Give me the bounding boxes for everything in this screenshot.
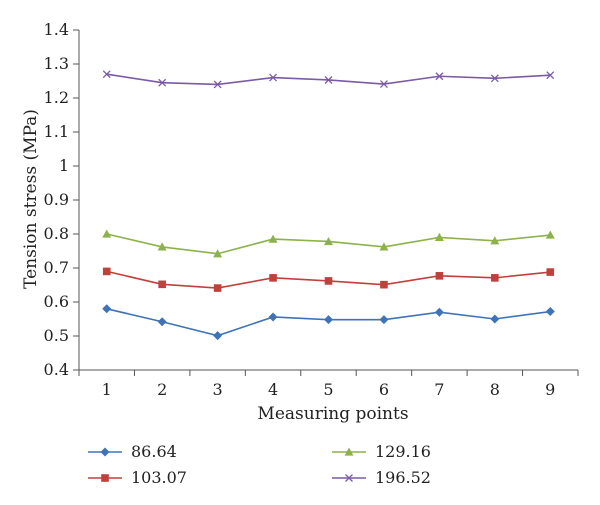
series-0 <box>102 304 555 341</box>
y-tick-label: 1.1 <box>44 122 69 141</box>
x-tick-label: 8 <box>490 380 500 399</box>
data-point <box>546 71 555 80</box>
data-point <box>268 234 278 243</box>
data-point <box>490 74 499 83</box>
y-tick-label: 1.3 <box>44 54 69 73</box>
y-tick-label: 0.5 <box>44 326 69 345</box>
data-point <box>379 80 388 89</box>
x-tick-label: 7 <box>434 380 444 399</box>
y-tick-label: 0.6 <box>44 292 69 311</box>
data-point <box>158 280 166 289</box>
series-3 <box>102 70 555 89</box>
data-point <box>490 236 500 245</box>
legend-marker <box>101 474 109 482</box>
legend-item: 129.16 <box>332 442 431 461</box>
x-tick-label: 2 <box>157 380 167 399</box>
data-point <box>213 249 223 258</box>
data-point <box>491 274 499 282</box>
data-point <box>102 267 111 276</box>
y-axis-ticks: 0.4 0.5 0.6 0.7 0.8 0.9 1 1.1 1.2 1.3 1.4 <box>44 20 79 379</box>
data-point <box>435 72 444 81</box>
x-tick-label: 9 <box>545 380 555 399</box>
data-point <box>269 274 277 282</box>
data-point <box>545 230 555 239</box>
series-layer <box>102 70 555 341</box>
y-tick-label: 1 <box>59 156 69 175</box>
data-point <box>268 312 278 322</box>
x-tick-label: 6 <box>379 380 389 399</box>
y-tick-label: 1.4 <box>44 20 69 39</box>
x-tick-label: 3 <box>213 380 223 399</box>
x-axis-title: Measuring points <box>257 404 408 424</box>
data-point <box>269 73 278 82</box>
legend-item: 196.52 <box>332 468 431 487</box>
data-point <box>545 307 555 317</box>
data-point <box>435 272 444 280</box>
y-axis-title: Tension stress (MPa) <box>21 109 41 289</box>
y-tick-label: 0.7 <box>44 258 69 277</box>
y-tick-label: 0.4 <box>44 360 69 379</box>
data-point <box>324 277 333 285</box>
series-1 <box>102 267 555 292</box>
legend: 86.64 103.07 129.16 196.52 <box>88 442 431 487</box>
legend-label: 129.16 <box>375 442 431 461</box>
data-point <box>324 315 333 325</box>
data-point <box>490 314 500 324</box>
legend-item: 86.64 <box>88 442 177 461</box>
data-point <box>379 242 389 251</box>
data-point <box>213 331 223 341</box>
legend-marker <box>100 447 110 457</box>
data-point <box>434 232 444 241</box>
data-point <box>213 284 222 292</box>
y-tick-label: 0.9 <box>44 190 69 209</box>
legend-label: 196.52 <box>375 468 431 487</box>
series-2 <box>102 229 555 258</box>
x-tick-label: 4 <box>268 380 278 399</box>
data-point <box>434 307 444 317</box>
legend-marker <box>344 447 354 456</box>
data-point <box>379 315 389 325</box>
data-point <box>157 242 167 251</box>
legend-marker <box>345 474 353 482</box>
data-point <box>157 317 167 327</box>
legend-label: 86.64 <box>131 442 177 461</box>
data-point <box>546 268 555 276</box>
x-axis-ticks: 1 2 3 4 5 6 7 8 9 <box>78 370 579 399</box>
data-point <box>102 304 112 314</box>
y-tick-label: 0.8 <box>44 224 69 243</box>
legend-item: 103.07 <box>88 468 187 487</box>
legend-label: 103.07 <box>131 468 187 487</box>
data-point <box>102 229 112 238</box>
x-tick-label: 1 <box>102 380 112 399</box>
data-point <box>324 76 333 84</box>
data-point <box>324 236 333 246</box>
data-point <box>158 78 167 87</box>
x-tick-label: 5 <box>323 380 333 399</box>
y-tick-label: 1.2 <box>44 88 69 107</box>
data-point <box>102 70 111 79</box>
data-point <box>213 80 222 89</box>
data-point <box>380 280 388 289</box>
